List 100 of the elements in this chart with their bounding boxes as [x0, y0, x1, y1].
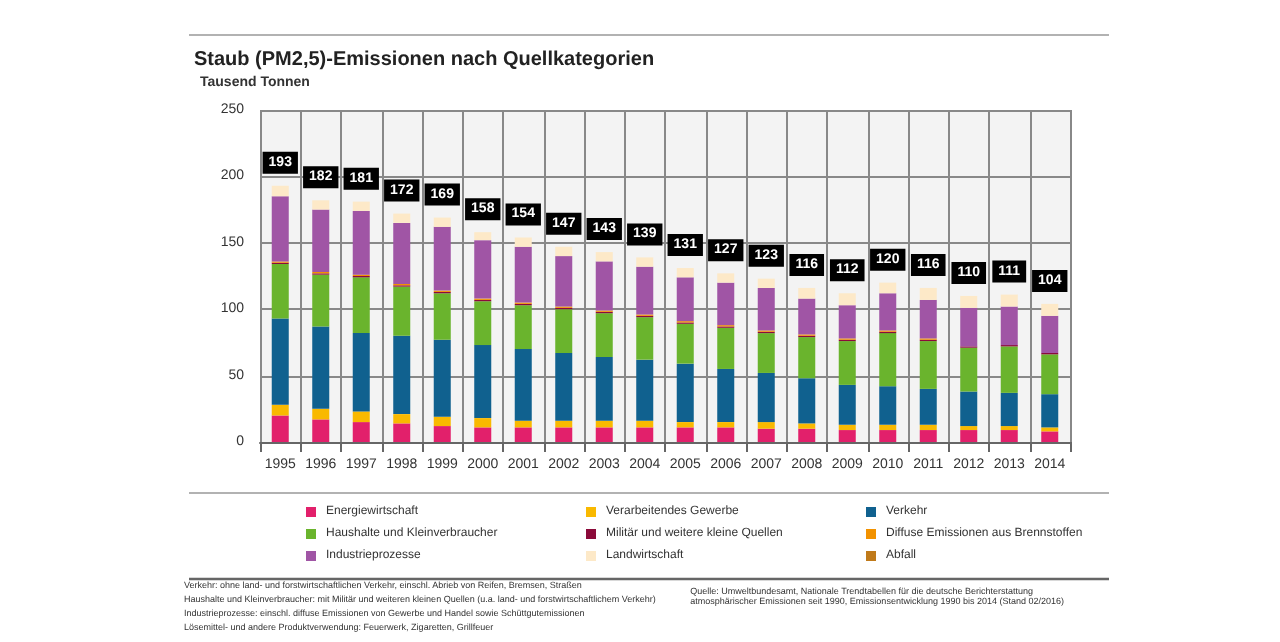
- bar: [595, 427, 613, 442]
- bar: [676, 277, 694, 322]
- bar: [960, 347, 978, 392]
- bar: [717, 427, 735, 442]
- bar: [919, 430, 937, 442]
- bar: [514, 246, 532, 303]
- bar: [555, 309, 573, 354]
- bar: [312, 419, 330, 442]
- bar: [960, 307, 978, 347]
- bar: [798, 378, 816, 424]
- bar: [636, 359, 654, 421]
- bar: [1000, 294, 1018, 307]
- bar: [960, 430, 978, 442]
- bar: [757, 422, 775, 429]
- bar: [393, 286, 411, 336]
- bar: [271, 415, 289, 442]
- bar: [352, 210, 370, 275]
- bar: [798, 298, 816, 335]
- bar: [717, 273, 735, 283]
- bar: [352, 333, 370, 412]
- bar: [1000, 430, 1018, 442]
- bar: [1041, 303, 1059, 316]
- bar: [474, 345, 492, 419]
- bar: [838, 424, 856, 431]
- bar: [393, 414, 411, 424]
- bar: [595, 420, 613, 428]
- bar: [393, 423, 411, 442]
- bar: [636, 266, 654, 315]
- bar: [838, 384, 856, 425]
- bar: [919, 287, 937, 300]
- bar: [919, 388, 937, 425]
- bar: [555, 246, 573, 257]
- bar: [352, 411, 370, 423]
- bar: [352, 422, 370, 442]
- bar: [595, 261, 613, 311]
- chart-title: Staub (PM2,5)-Emissionen nach Quellkategorien: [194, 49, 655, 71]
- bar: [717, 422, 735, 428]
- bar: [595, 357, 613, 421]
- bar: [919, 299, 937, 339]
- bar: [312, 408, 330, 420]
- bar: [879, 424, 897, 431]
- bar: [717, 282, 735, 326]
- bar: [838, 341, 856, 385]
- bar: [798, 428, 816, 442]
- bar: [312, 274, 330, 327]
- bar: [919, 424, 937, 431]
- bar: [433, 226, 451, 291]
- bar: [757, 333, 775, 373]
- bar: [676, 363, 694, 423]
- bar: [636, 427, 654, 442]
- bar: [798, 423, 816, 429]
- bar: [433, 293, 451, 340]
- bar: [636, 317, 654, 360]
- bar: [960, 391, 978, 427]
- bar: [433, 416, 451, 427]
- bar: [676, 268, 694, 278]
- bar: [271, 264, 289, 319]
- bar: [555, 420, 573, 428]
- bar: [757, 428, 775, 442]
- bar: [433, 339, 451, 417]
- bar: [271, 185, 289, 197]
- bar: [393, 213, 411, 223]
- bar: [433, 217, 451, 227]
- bar: [433, 426, 451, 442]
- bar: [393, 222, 411, 284]
- bar: [879, 282, 897, 294]
- bar: [1000, 392, 1018, 427]
- bar: [757, 372, 775, 423]
- bar: [676, 427, 694, 442]
- bar: [757, 278, 775, 288]
- bar: [474, 301, 492, 346]
- bar: [676, 323, 694, 364]
- bar: [1041, 354, 1059, 395]
- bar: [757, 287, 775, 331]
- bar: [1000, 306, 1018, 346]
- bar: [595, 313, 613, 358]
- bar: [1000, 346, 1018, 393]
- bar: [555, 256, 573, 307]
- bar: [838, 305, 856, 339]
- bar: [879, 333, 897, 387]
- bar: [1041, 431, 1059, 442]
- bar: [717, 327, 735, 369]
- bar: [636, 420, 654, 428]
- bar: [474, 240, 492, 299]
- bar: [555, 353, 573, 421]
- bar: [1041, 394, 1059, 428]
- bar: [960, 295, 978, 308]
- bar: [879, 293, 897, 331]
- bar: [879, 430, 897, 442]
- bar: [514, 349, 532, 421]
- bar: [474, 232, 492, 241]
- bar: [798, 337, 816, 379]
- bar: [474, 418, 492, 428]
- bar: [312, 200, 330, 210]
- bar: [352, 277, 370, 334]
- bar: [271, 404, 289, 416]
- bar: [271, 318, 289, 405]
- bar: [514, 237, 532, 247]
- bar: [838, 430, 856, 442]
- bar: [595, 252, 613, 262]
